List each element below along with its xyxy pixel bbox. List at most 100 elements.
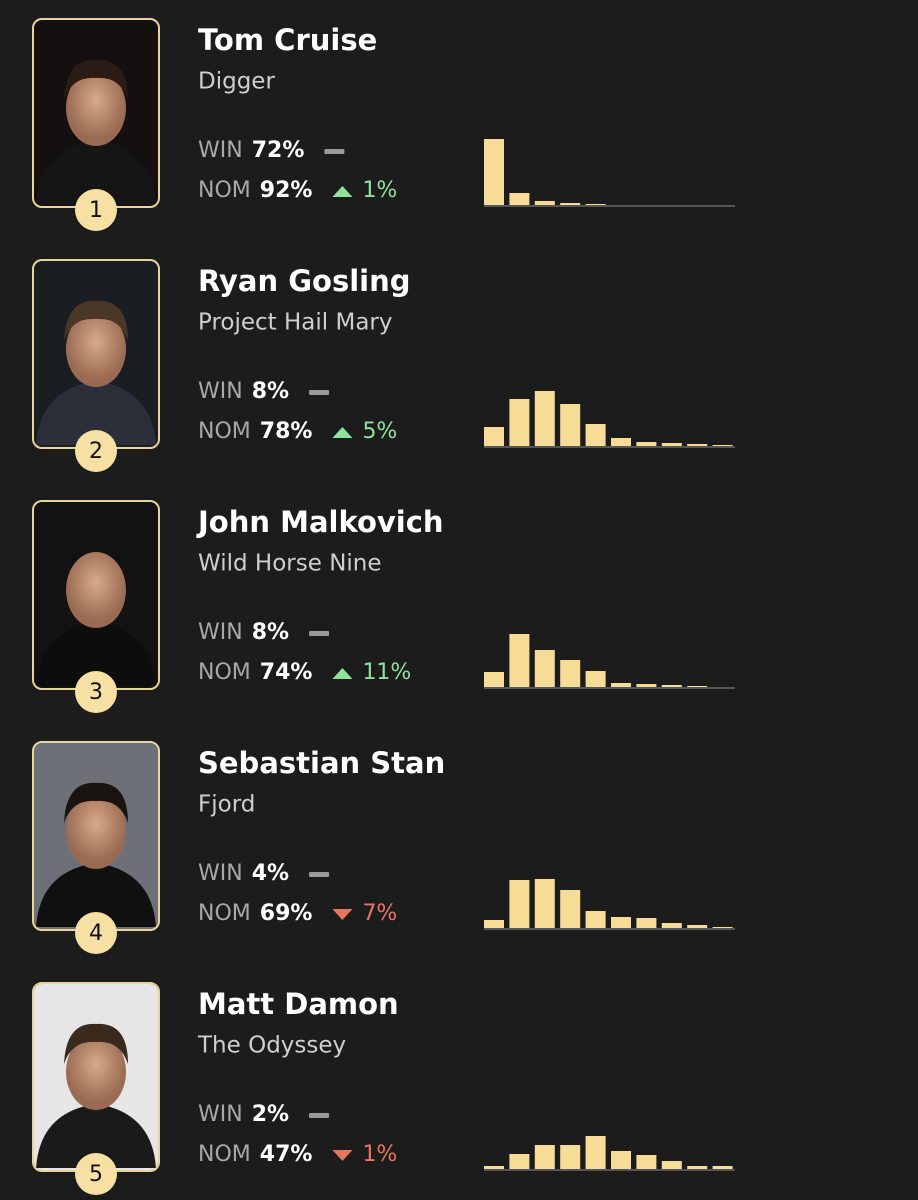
- distribution-bar: [484, 1166, 504, 1169]
- photo-face: [66, 793, 126, 869]
- stat-value: 2%: [252, 1102, 289, 1127]
- distribution-bar: [585, 671, 606, 687]
- photo-face: [66, 311, 126, 387]
- trend-up-icon: [332, 668, 353, 679]
- distribution-bar: [636, 1155, 657, 1169]
- rank-badge: [75, 1153, 117, 1195]
- actor-name: Tom Cruise: [198, 23, 377, 57]
- rank-badge: [75, 430, 117, 472]
- photo-face: [66, 552, 126, 628]
- distribution-bar: [636, 684, 657, 687]
- distribution-bar: [509, 193, 530, 205]
- stat-label: NOM: [198, 419, 251, 444]
- distribution-bar: [661, 685, 682, 687]
- photo-hair: [64, 782, 128, 823]
- distribution-bar: [661, 1161, 682, 1169]
- stat-label: NOM: [198, 660, 251, 685]
- stat-label: NOM: [198, 178, 251, 203]
- trend-up-icon: [332, 427, 353, 438]
- photo-hair: [64, 1023, 128, 1064]
- stat-value: 74%: [260, 660, 313, 685]
- photo-hair: [64, 59, 128, 100]
- film-title: Digger: [198, 69, 275, 95]
- distribution-bar: [687, 444, 708, 446]
- trend-down-icon: [332, 1150, 353, 1161]
- distribution-bar: [611, 917, 631, 928]
- distribution-bar: [687, 686, 708, 687]
- no-change-dash: [324, 149, 345, 154]
- distribution-bar: [661, 443, 682, 446]
- film-title: Fjord: [198, 792, 255, 818]
- nom-change: 7%: [362, 901, 397, 926]
- distribution-bar: [509, 880, 530, 928]
- distribution-bar: [509, 399, 530, 446]
- distribution-bar: [636, 918, 657, 928]
- distribution-bar: [534, 650, 555, 687]
- stat-value: 8%: [252, 620, 289, 645]
- no-change-dash: [309, 872, 330, 877]
- distribution-bar: [585, 204, 606, 205]
- trend-up-icon: [332, 186, 353, 197]
- photo-body: [36, 1104, 156, 1168]
- entry-row: 2 Ryan Gosling Project Hail Mary WIN 8%NOM 78…: [32, 259, 735, 472]
- stat-label: NOM: [198, 1142, 251, 1167]
- distribution-bar: [560, 1145, 581, 1169]
- photo-body: [36, 140, 156, 204]
- stat-label: WIN: [198, 1102, 243, 1127]
- film-title: The Odyssey: [197, 1033, 346, 1059]
- stat-label: WIN: [198, 620, 243, 645]
- distribution-bar: [534, 201, 555, 205]
- stat-value: 4%: [252, 861, 289, 886]
- distribution-bar: [585, 424, 606, 446]
- entry-row: 3 John Malkovich Wild Horse Nine WIN 8%NOM 74…: [32, 500, 735, 713]
- actor-name: Ryan Gosling: [198, 264, 411, 298]
- stat-value: 92%: [260, 178, 313, 203]
- nom-change: 1%: [362, 178, 397, 203]
- distribution-bar: [509, 1154, 530, 1169]
- nom-change: 11%: [362, 660, 411, 685]
- photo-body: [36, 863, 156, 927]
- photo-face: [66, 1034, 126, 1110]
- rank-number: 3: [89, 680, 103, 705]
- distribution-bar: [636, 442, 657, 446]
- rank-number: 5: [89, 1162, 103, 1187]
- photo-body: [36, 381, 156, 445]
- actor-name: Sebastian Stan: [198, 746, 445, 780]
- photo-face: [66, 70, 126, 146]
- entry-row: 5 Matt Damon The Odyssey WIN 2%NOM 47% 1%: [32, 982, 735, 1195]
- distribution-bar: [484, 672, 504, 687]
- stat-value: 47%: [260, 1142, 313, 1167]
- stat-value: 78%: [260, 419, 313, 444]
- distribution-bar: [712, 927, 733, 928]
- stat-value: 8%: [252, 379, 289, 404]
- distribution-bar: [611, 438, 631, 446]
- entry-row: 1 Tom Cruise Digger WIN 72%NOM 92% 1%: [32, 18, 735, 231]
- rank-number: 4: [89, 921, 103, 946]
- actor-name: John Malkovich: [196, 505, 444, 539]
- stat-label: NOM: [198, 901, 251, 926]
- rank-number: 1: [89, 198, 103, 223]
- trend-down-icon: [332, 909, 353, 920]
- entry-row: 4 Sebastian Stan Fjord WIN 4%NOM 69% 7%: [32, 741, 735, 954]
- distribution-bar: [611, 1151, 631, 1169]
- rank-number: 2: [89, 439, 103, 464]
- distribution-bar: [560, 404, 581, 446]
- photo-body: [36, 622, 156, 686]
- distribution-bar: [687, 1166, 708, 1169]
- distribution-bar: [509, 634, 530, 687]
- distribution-bar: [484, 427, 504, 446]
- distribution-bar: [560, 890, 581, 928]
- nom-change: 1%: [362, 1142, 397, 1167]
- distribution-bar: [712, 445, 733, 446]
- distribution-bar: [560, 203, 581, 205]
- no-change-dash: [309, 390, 330, 395]
- no-change-dash: [309, 1113, 330, 1118]
- distribution-bar: [712, 1166, 733, 1169]
- rank-badge: [75, 912, 117, 954]
- distribution-bar: [560, 660, 581, 687]
- distribution-bar: [611, 683, 631, 687]
- stat-value: 72%: [252, 138, 305, 163]
- distribution-bar: [484, 920, 504, 928]
- stat-label: WIN: [198, 861, 243, 886]
- distribution-bar: [585, 1136, 606, 1169]
